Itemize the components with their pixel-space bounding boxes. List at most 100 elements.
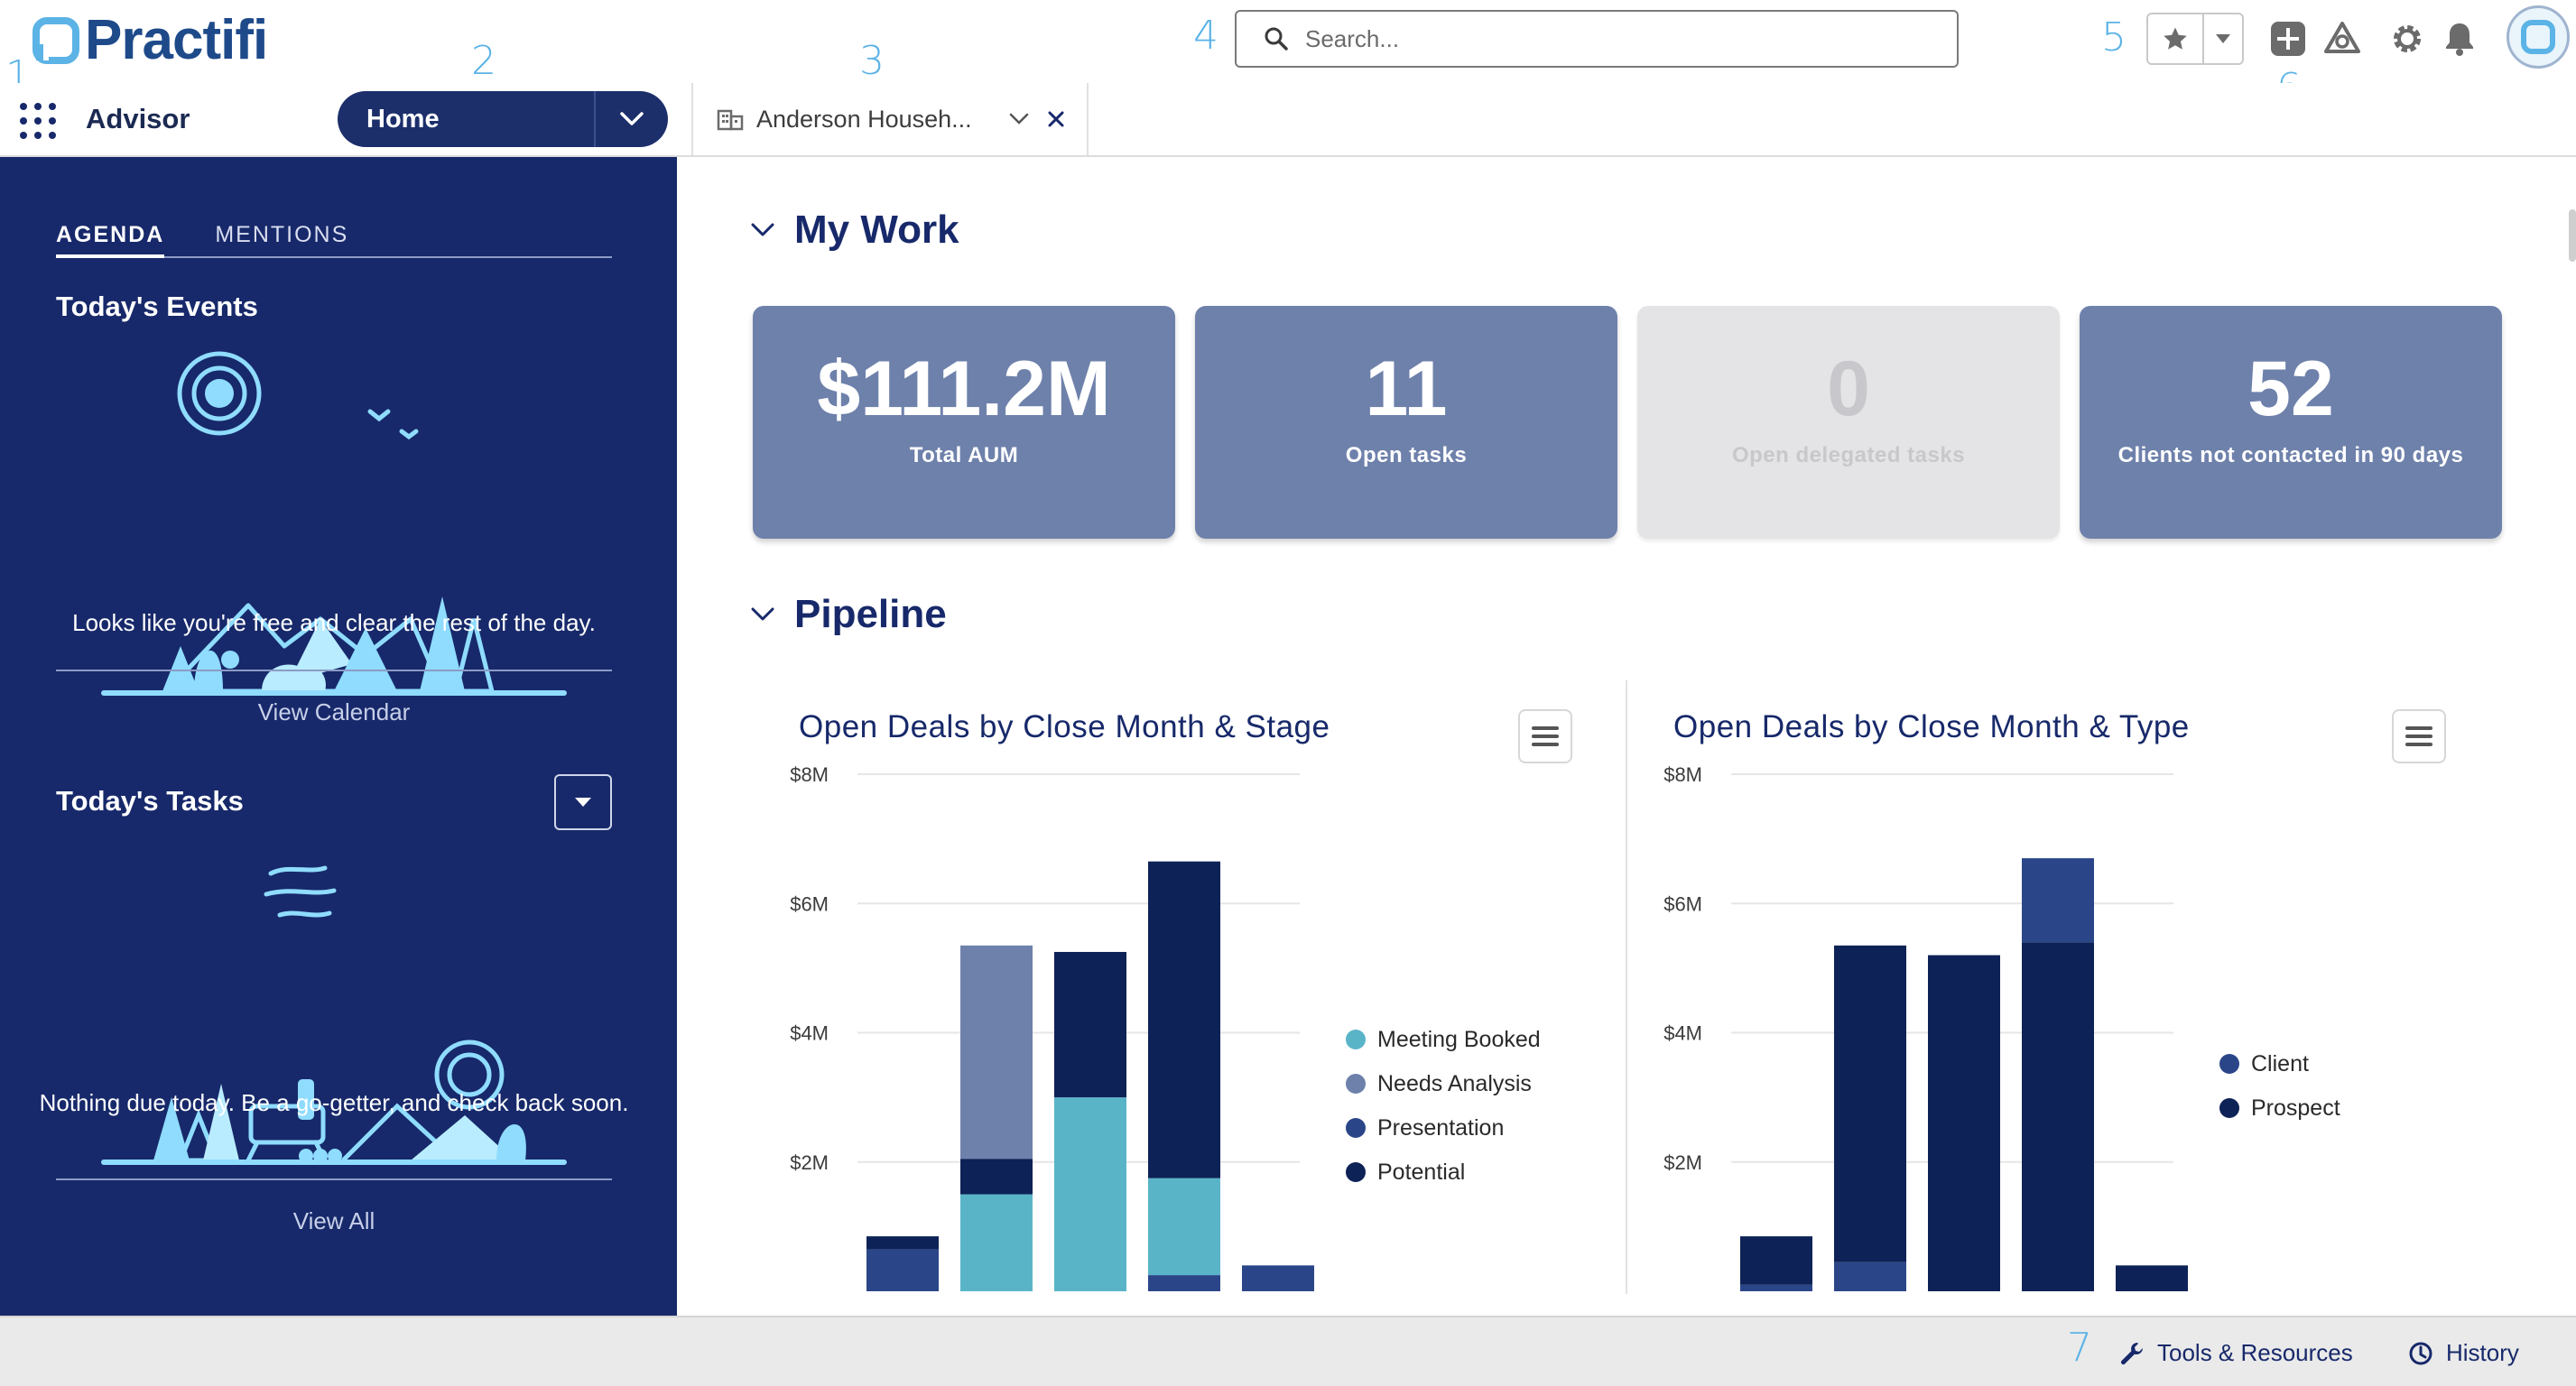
- chart-menu-button[interactable]: [1518, 709, 1572, 763]
- bar-segment[interactable]: [1242, 1265, 1314, 1291]
- bar-segment[interactable]: [2022, 858, 2094, 943]
- wrench-icon: [2121, 1342, 2143, 1364]
- global-create-button[interactable]: [2267, 18, 2309, 60]
- tab-mentions[interactable]: MENTIONS: [215, 222, 349, 247]
- setup-button[interactable]: [2386, 18, 2428, 60]
- app-launcher-button[interactable]: [18, 101, 58, 141]
- caret-down-icon: [575, 798, 591, 807]
- search-input[interactable]: [1305, 24, 1937, 53]
- bar-segment[interactable]: [2116, 1265, 2188, 1291]
- legend-marker[interactable]: [1346, 1118, 1366, 1138]
- plus-box-icon: [2271, 22, 2305, 56]
- bar-segment[interactable]: [1740, 1284, 1812, 1291]
- home-nav-dropdown[interactable]: [596, 91, 668, 147]
- bar-segment[interactable]: [960, 1159, 1033, 1195]
- events-heading: Today's Events: [56, 291, 258, 322]
- agenda-sidebar: AGENDA MENTIONS Today's Events Looks lik…: [0, 157, 677, 1316]
- bar-segment[interactable]: [2022, 942, 2094, 1291]
- kpi-label: Open delegated tasks: [1731, 443, 1966, 467]
- kpi-value: 52: [2247, 346, 2334, 432]
- global-search[interactable]: [1235, 10, 1959, 68]
- chart-open-deals-by-type: $8M $6M $4M $2M Client Prospect: [1663, 763, 2340, 1291]
- favorites-dropdown-button[interactable]: [2204, 14, 2242, 63]
- app-name: Advisor: [86, 103, 190, 134]
- trailhead-button[interactable]: [2321, 18, 2363, 60]
- view-all-tasks-link[interactable]: View All: [292, 1207, 375, 1234]
- bar-segment[interactable]: [1834, 945, 1906, 1262]
- favorite-star-button[interactable]: [2148, 14, 2204, 63]
- kpi-clients-not-contacted[interactable]: 52 Clients not contacted in 90 days: [2080, 306, 2502, 539]
- caret-down-icon: [2216, 34, 2230, 43]
- search-icon: [1265, 27, 1288, 51]
- menu-line: [1532, 726, 1559, 730]
- history-button[interactable]: History: [2408, 1339, 2519, 1367]
- events-divider: [56, 670, 612, 671]
- bar-segment[interactable]: [960, 945, 1033, 1160]
- legend-label[interactable]: Potential: [1377, 1160, 1465, 1185]
- pipeline-section-header[interactable]: Pipeline: [751, 592, 947, 637]
- history-label: History: [2446, 1339, 2519, 1366]
- legend-label[interactable]: Client: [2251, 1051, 2309, 1076]
- kpi-value: 11: [1365, 346, 1448, 432]
- chart-divider: [1626, 680, 1627, 1294]
- bar-segment[interactable]: [1834, 1261, 1906, 1291]
- household-icon: [717, 109, 744, 131]
- my-work-section-header[interactable]: My Work: [751, 208, 959, 253]
- legend-marker[interactable]: [2219, 1054, 2239, 1074]
- chart-menu-button[interactable]: [2392, 709, 2446, 763]
- y-tick-label: $4M: [790, 1022, 829, 1045]
- chevron-down-icon: [751, 607, 774, 621]
- trailhead-icon: [2324, 22, 2360, 53]
- bar-segment[interactable]: [1054, 951, 1126, 1098]
- notifications-button[interactable]: [2439, 18, 2480, 60]
- bar-segment[interactable]: [1054, 1097, 1126, 1291]
- kpi-total-aum[interactable]: $111.2M Total AUM: [753, 306, 1175, 539]
- logo-text: Practifi: [85, 9, 268, 71]
- chart-open-deals-by-stage: $8M $6M $4M $2M Meeting Booked Needs Analysis…: [790, 763, 1541, 1291]
- section-title: Pipeline: [794, 592, 947, 636]
- legend-marker[interactable]: [1346, 1162, 1366, 1182]
- view-calendar-link[interactable]: View Calendar: [257, 698, 411, 725]
- bar-segment[interactable]: [1928, 955, 2000, 1291]
- annotation-3: 3: [859, 38, 885, 84]
- tasks-filter-dropdown[interactable]: [554, 774, 612, 830]
- annotation-7: 7: [2067, 1325, 2092, 1371]
- bar-segment[interactable]: [866, 1249, 939, 1291]
- practifi-logo[interactable]: Practifi: [32, 9, 268, 71]
- legend-label[interactable]: Needs Analysis: [1377, 1071, 1532, 1096]
- tab-agenda[interactable]: AGENDA: [56, 220, 165, 258]
- legend-label[interactable]: Meeting Booked: [1377, 1027, 1541, 1052]
- user-avatar[interactable]: [2507, 5, 2570, 69]
- bar-segment[interactable]: [1148, 1178, 1220, 1276]
- star-icon: [2164, 27, 2187, 50]
- legend-marker[interactable]: [1346, 1074, 1366, 1094]
- y-tick-label: $4M: [1663, 1022, 1702, 1045]
- close-icon[interactable]: [1047, 110, 1065, 128]
- legend-label[interactable]: Presentation: [1377, 1115, 1504, 1141]
- navigation-bar: Advisor Home Anderson Househ...: [0, 83, 2576, 157]
- tab-anderson-household[interactable]: Anderson Househ...: [691, 83, 1089, 155]
- legend-marker[interactable]: [2219, 1098, 2239, 1118]
- sidebar-tabs: AGENDA MENTIONS: [56, 220, 612, 258]
- kpi-open-tasks[interactable]: 11 Open tasks: [1195, 306, 1617, 539]
- events-empty-message: Looks like you're free and clear the res…: [72, 609, 596, 636]
- practifi-avatar-icon: [2521, 20, 2555, 54]
- legend-marker[interactable]: [1346, 1030, 1366, 1049]
- bar-segment[interactable]: [866, 1236, 939, 1250]
- chevron-down-icon[interactable]: [1009, 113, 1029, 125]
- home-nav-separator: [594, 91, 596, 147]
- home-nav-item[interactable]: Home: [338, 91, 668, 147]
- bar-segment[interactable]: [1740, 1236, 1812, 1285]
- tools-resources-button[interactable]: Tools & Resources: [2119, 1339, 2353, 1367]
- kpi-open-delegated-tasks[interactable]: 0 Open delegated tasks: [1637, 306, 2060, 539]
- kpi-value: 0: [1827, 346, 1870, 432]
- bar-segment[interactable]: [960, 1194, 1033, 1291]
- bar-segment[interactable]: [1148, 1275, 1220, 1291]
- tasks-divider: [56, 1178, 612, 1180]
- tools-resources-label: Tools & Resources: [2157, 1339, 2353, 1366]
- home-nav-label: Home: [366, 104, 440, 134]
- menu-line: [1532, 743, 1559, 746]
- scrollbar-thumb[interactable]: [2569, 209, 2576, 262]
- legend-label[interactable]: Prospect: [2251, 1095, 2340, 1121]
- bar-segment[interactable]: [1148, 861, 1220, 1178]
